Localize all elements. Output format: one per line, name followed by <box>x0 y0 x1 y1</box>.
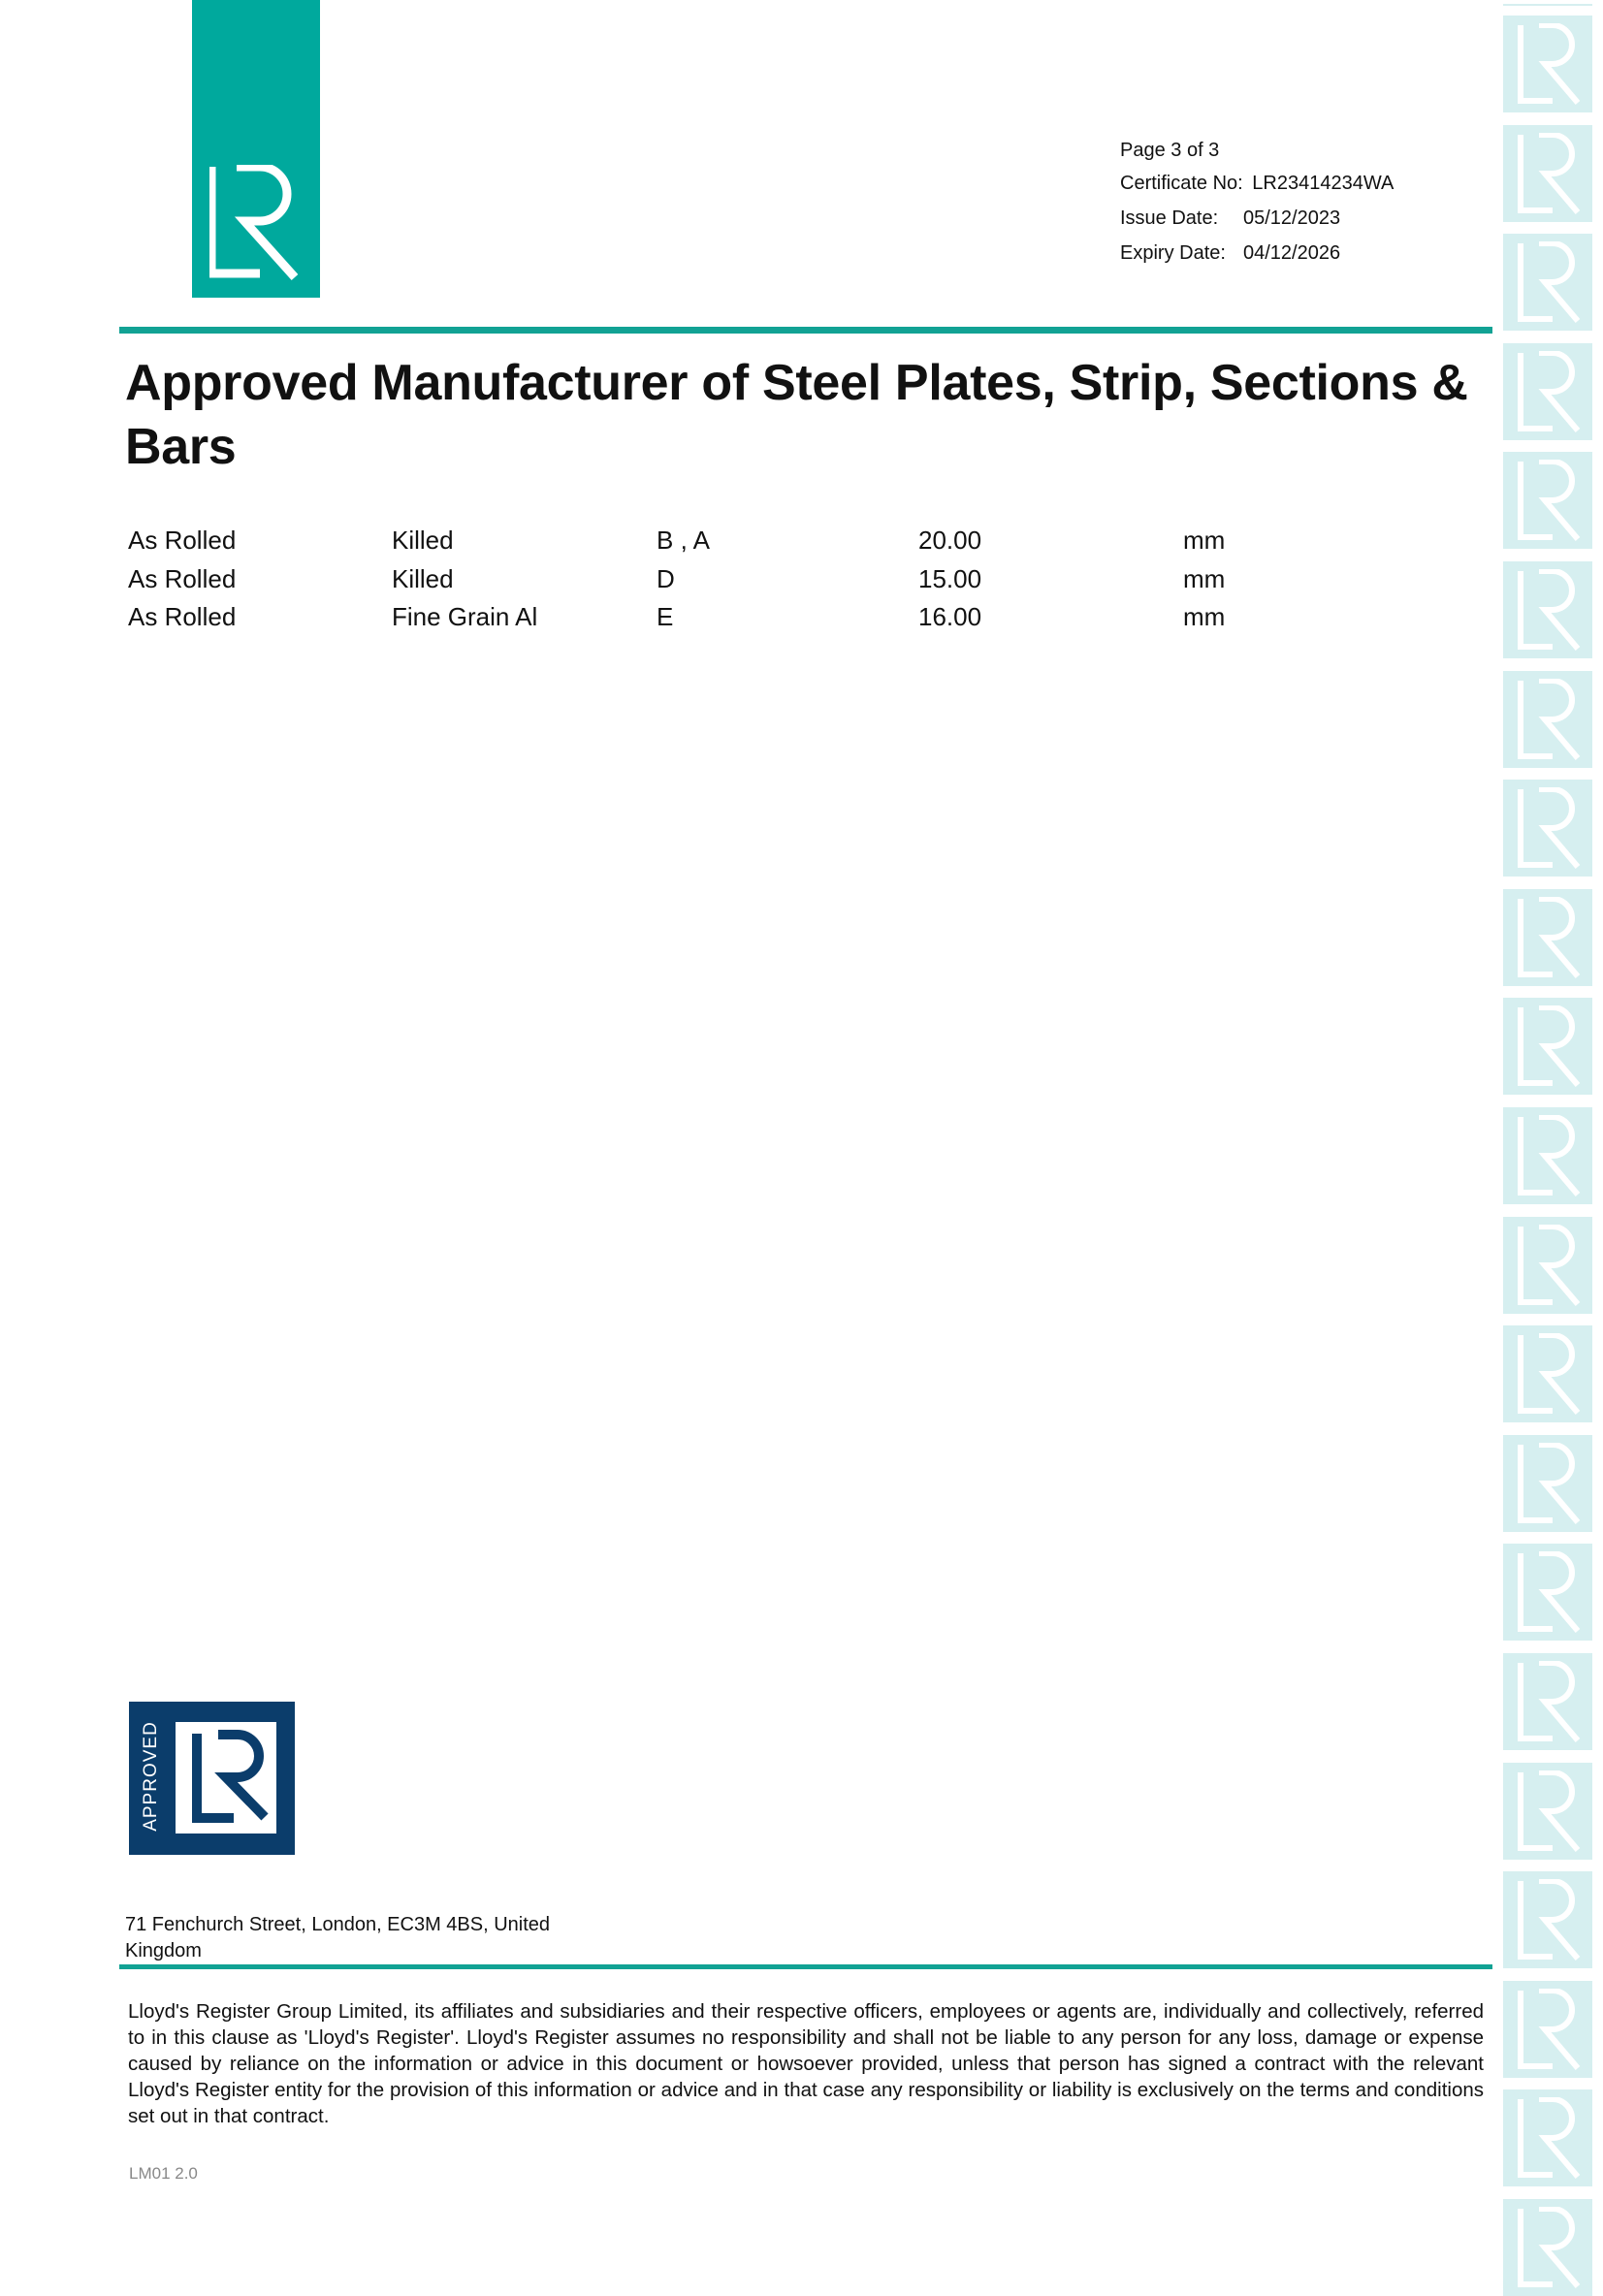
lr-watermark-tile <box>1503 670 1592 768</box>
lr-monogram-icon <box>1518 460 1581 542</box>
lr-monogram-icon <box>1518 1442 1581 1524</box>
lr-watermark-tile <box>1503 2199 1592 2296</box>
lr-monogram-icon <box>209 165 299 281</box>
table-cell: As Rolled <box>128 526 237 555</box>
table-cell: D <box>657 564 675 593</box>
approved-text: APPROVED <box>141 1721 161 1832</box>
expiry-value: 04/12/2026 <box>1243 242 1341 264</box>
watermark-strip <box>1503 0 1592 2296</box>
lr-watermark-tile <box>1503 561 1592 658</box>
lr-watermark-tile <box>1503 452 1592 550</box>
form-code: LM01 2.0 <box>129 2164 198 2183</box>
table-cell: mm <box>1183 564 1226 593</box>
table-cell: Killed <box>392 564 454 593</box>
lr-monogram-icon <box>1518 23 1581 105</box>
address: 71 Fenchurch Street, London, EC3M 4BS, U… <box>125 1914 551 1961</box>
lr-monogram-icon <box>1518 1115 1581 1196</box>
lr-monogram-icon <box>1518 1770 1581 1852</box>
table-row: As Rolled Killed B , A 20.00 mm <box>128 526 1389 564</box>
lr-monogram-icon <box>1518 350 1581 432</box>
page-title: Approved Manufacturer of Steel Plates, S… <box>125 355 1468 475</box>
certificate-value: LR23414234WA <box>1252 173 1395 194</box>
header-divider <box>119 327 1492 334</box>
lr-monogram-icon <box>1518 1879 1581 1961</box>
lr-watermark-tile <box>1503 16 1592 112</box>
lr-watermark-tile <box>1503 124 1592 222</box>
lr-monogram-icon <box>1518 678 1581 760</box>
page-number: Page 3 of 3 <box>1120 140 1220 161</box>
lr-monogram-icon <box>1518 241 1581 324</box>
lr-monogram-icon <box>1518 1005 1581 1088</box>
lr-monogram-icon <box>1518 2097 1581 2180</box>
certificate-number: Certificate No: LR23414234WA <box>1120 172 1394 195</box>
lr-monogram-icon <box>1518 1333 1581 1416</box>
table-row: As Rolled Killed D 15.00 mm <box>128 564 1389 603</box>
lr-monogram-icon <box>1518 896 1581 978</box>
table-row: As Rolled Fine Grain Al E 16.00 mm <box>128 602 1389 641</box>
lr-watermark-tile <box>1503 1434 1592 1532</box>
lr-watermark-tile <box>1503 1762 1592 1860</box>
table-cell: 16.00 <box>918 602 982 631</box>
expiry-date: Expiry Date: 04/12/2026 <box>1120 241 1411 265</box>
footer-divider <box>119 1964 1492 1969</box>
lr-watermark-tile <box>1503 1107 1592 1204</box>
lr-watermark-tile <box>1503 1325 1592 1423</box>
lr-watermark-tile <box>1503 342 1592 440</box>
lr-monogram-icon <box>192 1730 269 1823</box>
approved-logo: APPROVED <box>129 1702 295 1855</box>
table-cell: B , A <box>657 526 710 555</box>
issue-date: Issue Date: 05/12/2023 <box>1120 207 1411 230</box>
lr-monogram-icon <box>1518 1661 1581 1742</box>
lr-watermark-tile <box>1503 2089 1592 2187</box>
lr-watermark-tile <box>1503 998 1592 1096</box>
table-cell: As Rolled <box>128 564 237 593</box>
lr-watermark-tile <box>1503 234 1592 332</box>
lr-watermark-tile <box>1503 888 1592 986</box>
lr-watermark-tile <box>1503 1653 1592 1750</box>
lr-watermark-tile <box>1503 1980 1592 2078</box>
lr-monogram-icon <box>1518 787 1581 870</box>
lr-monogram-icon <box>1518 132 1581 214</box>
lr-monogram-icon <box>1518 2207 1581 2288</box>
disclaimer: Lloyd's Register Group Limited, its affi… <box>128 2000 1484 2127</box>
lr-watermark-tile <box>1503 1871 1592 1969</box>
table-cell: Fine Grain Al <box>392 602 538 631</box>
lr-monogram-icon <box>1518 1224 1581 1306</box>
expiry-label: Expiry Date: <box>1120 242 1226 264</box>
issue-value: 05/12/2023 <box>1243 207 1341 229</box>
issue-label: Issue Date: <box>1120 207 1219 229</box>
table-cell: mm <box>1183 602 1226 631</box>
table-cell: E <box>657 602 674 631</box>
lr-watermark-tile <box>1503 780 1592 877</box>
table-cell: 20.00 <box>918 526 982 555</box>
table-cell: mm <box>1183 526 1226 555</box>
lr-watermark-tile <box>1503 1544 1592 1642</box>
lr-monogram-icon <box>1518 1551 1581 1634</box>
certificate-label: Certificate No: <box>1120 173 1243 194</box>
lr-monogram-icon <box>1518 569 1581 651</box>
table-cell: 15.00 <box>918 564 982 593</box>
table-cell: As Rolled <box>128 602 237 631</box>
lr-watermark-tile <box>1503 1216 1592 1314</box>
lr-monogram-icon <box>1518 1988 1581 2070</box>
table-cell: Killed <box>392 526 454 555</box>
lr-logo <box>192 0 320 298</box>
